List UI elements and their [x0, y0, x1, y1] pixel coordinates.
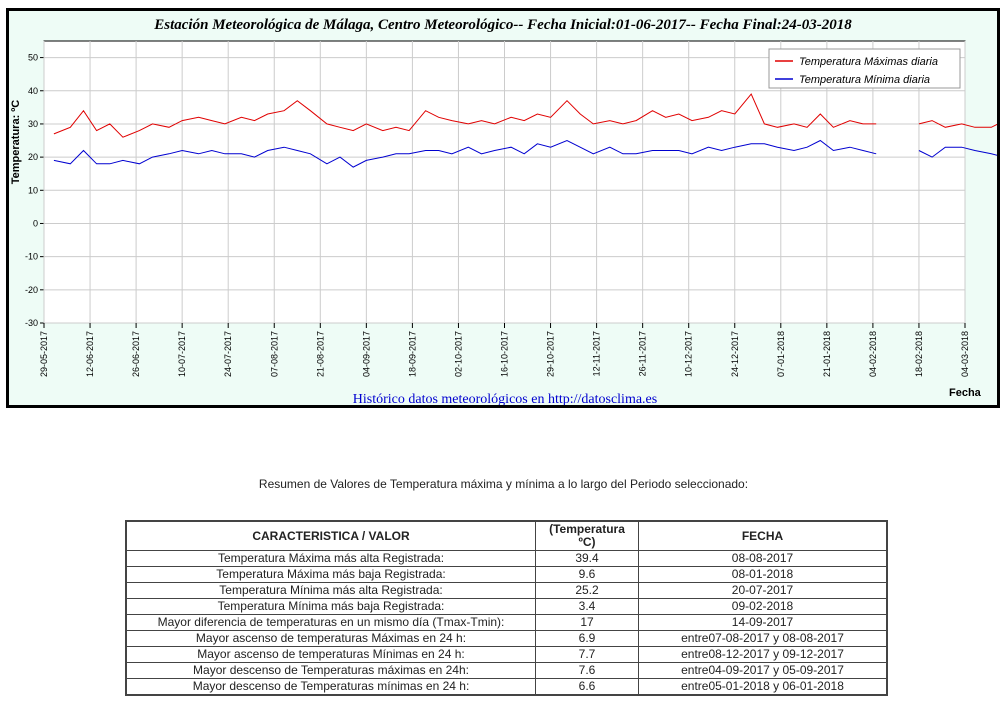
- x-tick-label: 12-06-2017: [85, 331, 95, 377]
- row-temperature: 6.6: [535, 678, 639, 696]
- row-temperature: 17: [535, 614, 639, 631]
- row-characteristic: Temperatura Máxima más baja Registrada:: [125, 566, 536, 583]
- x-tick-label: 07-08-2017: [269, 331, 279, 377]
- x-tick-label: 24-07-2017: [223, 331, 233, 377]
- x-tick-label: 26-06-2017: [131, 331, 141, 377]
- summary-heading: Resumen de Valores de Temperatura máxima…: [258, 477, 749, 491]
- table-row: Temperatura Máxima más baja Registrada: 9…: [125, 566, 888, 583]
- y-tick-label: 40: [28, 86, 38, 96]
- row-characteristic: Mayor ascenso de temperaturas Máximas en…: [125, 630, 536, 647]
- x-tick-label: 24-12-2017: [730, 331, 740, 377]
- x-tick-label: 04-03-2018: [960, 331, 970, 377]
- chart-title: Estación Meteorológica de Málaga, Centro…: [153, 17, 852, 33]
- row-date: 09-02-2018: [638, 598, 888, 615]
- row-date: 14-09-2017: [638, 614, 888, 631]
- y-tick-label: -10: [25, 252, 38, 262]
- row-temperature: 7.6: [535, 662, 639, 679]
- y-tick-label: 10: [28, 185, 38, 195]
- x-tick-label: 10-07-2017: [177, 331, 187, 377]
- row-temperature: 9.6: [535, 566, 639, 583]
- row-date: entre05-01-2018 y 06-01-2018: [638, 678, 888, 696]
- series-line-max: [53, 93, 877, 138]
- y-axis-label: Temperatura: ºC: [10, 100, 22, 185]
- series-line-max: [918, 120, 997, 128]
- temperature-chart: Estación Meteorológica de Málaga, Centro…: [6, 8, 1000, 408]
- y-tick-label: -20: [25, 285, 38, 295]
- chart-canvas: Estación Meteorológica de Málaga, Centro…: [10, 17, 997, 405]
- legend-box: [768, 48, 961, 89]
- x-tick-label: 12-11-2017: [592, 331, 602, 376]
- row-characteristic: Temperatura Mínima más alta Registrada:: [125, 582, 536, 599]
- row-temperature: 6.9: [535, 630, 639, 647]
- row-temperature: 25.2: [535, 582, 639, 599]
- x-axis-label: Fecha: [949, 387, 982, 399]
- table-row: Mayor ascenso de temperaturas Mínimas en…: [125, 646, 888, 663]
- col-header-characteristic: CARACTERISTICA / VALOR: [125, 520, 536, 551]
- x-tick-label: 04-02-2018: [868, 331, 878, 377]
- y-tick-label: -30: [25, 318, 38, 328]
- row-date: entre08-12-2017 y 09-12-2017: [638, 646, 888, 663]
- row-date: 08-01-2018: [638, 566, 888, 583]
- row-characteristic: Temperatura Mínima más baja Registrada:: [125, 598, 536, 615]
- row-characteristic: Mayor diferencia de temperaturas en un m…: [125, 614, 536, 631]
- table-row: Temperatura Mínima más alta Registrada: 2…: [125, 582, 888, 599]
- row-temperature: 3.4: [535, 598, 639, 615]
- table-row: Mayor descenso de Temperaturas máximas e…: [125, 662, 888, 679]
- row-date: entre07-08-2017 y 08-08-2017: [638, 630, 888, 647]
- legend-label: Temperatura Máximas diaria: [799, 56, 938, 68]
- table-row: Temperatura Mínima más baja Registrada: 3…: [125, 598, 888, 615]
- row-temperature: 39.4: [535, 550, 639, 567]
- x-tick-label: 02-10-2017: [453, 331, 463, 377]
- x-tick-label: 29-05-2017: [39, 331, 49, 377]
- footer-link: Histórico datos meteorológicos en http:/…: [353, 392, 657, 405]
- x-tick-label: 26-11-2017: [638, 331, 648, 376]
- row-date: entre04-09-2017 y 05-09-2017: [638, 662, 888, 679]
- row-characteristic: Mayor descenso de Temperaturas máximas e…: [125, 662, 536, 679]
- x-tick-label: 18-02-2018: [914, 331, 924, 377]
- y-tick-label: 30: [28, 119, 38, 129]
- row-characteristic: Mayor descenso de Temperaturas mínimas e…: [125, 678, 536, 696]
- row-date: 08-08-2017: [638, 550, 888, 567]
- y-tick-label: 50: [28, 53, 38, 63]
- summary-header-row: CARACTERISTICA / VALOR (Temperatura ºC) …: [125, 520, 888, 551]
- x-tick-label: 21-01-2018: [822, 331, 832, 377]
- summary-table: CARACTERISTICA / VALOR (Temperatura ºC) …: [125, 520, 888, 696]
- table-row: Mayor descenso de Temperaturas mínimas e…: [125, 678, 888, 696]
- row-characteristic: Mayor ascenso de temperaturas Mínimas en…: [125, 646, 536, 663]
- x-tick-label: 10-12-2017: [684, 331, 694, 377]
- table-row: Mayor ascenso de temperaturas Máximas en…: [125, 630, 888, 647]
- table-row: Mayor diferencia de temperaturas en un m…: [125, 614, 888, 631]
- y-tick-label: 0: [33, 218, 38, 228]
- x-tick-label: 18-09-2017: [407, 331, 417, 377]
- series-line-min: [53, 139, 877, 168]
- row-date: 20-07-2017: [638, 582, 888, 599]
- series-line-min: [918, 146, 997, 158]
- row-characteristic: Temperatura Máxima más alta Registrada:: [125, 550, 536, 567]
- x-tick-label: 16-10-2017: [500, 331, 510, 377]
- x-tick-label: 29-10-2017: [546, 331, 556, 377]
- table-row: Temperatura Máxima más alta Registrada: 3…: [125, 550, 888, 567]
- col-header-temperature: (Temperatura ºC): [535, 520, 639, 551]
- legend-label: Temperatura Mínima diaria: [799, 74, 930, 86]
- y-tick-label: 20: [28, 152, 38, 162]
- x-tick-label: 21-08-2017: [315, 331, 325, 377]
- col-header-date: FECHA: [638, 520, 888, 551]
- x-tick-label: 04-09-2017: [361, 331, 371, 377]
- x-tick-label: 07-01-2018: [776, 331, 786, 377]
- row-temperature: 7.7: [535, 646, 639, 663]
